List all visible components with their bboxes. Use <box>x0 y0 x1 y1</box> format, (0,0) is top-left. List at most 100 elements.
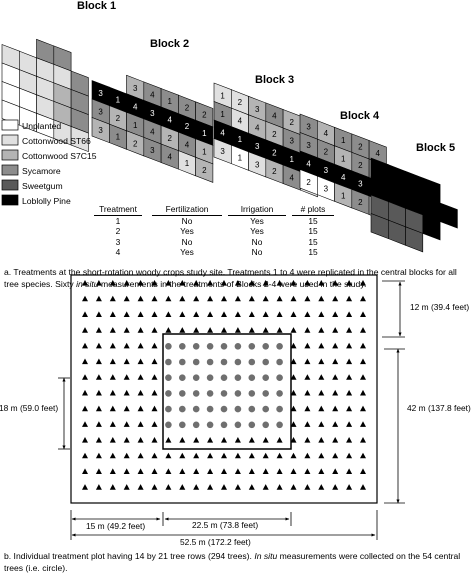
tree-triangle <box>137 389 144 396</box>
tree-triangle <box>332 342 339 349</box>
tree-triangle <box>151 358 158 365</box>
measured-tree-circle <box>262 358 270 366</box>
measured-tree-circle <box>276 421 283 429</box>
caption-b-text: b. Individual treatment plot having 14 b… <box>4 551 255 561</box>
tree-triangle <box>332 437 339 443</box>
tree-triangle <box>179 437 186 443</box>
tree-triangle <box>193 452 200 459</box>
table-cell: 1 <box>115 216 121 227</box>
plot-cell <box>405 226 424 253</box>
plot-number: 3 <box>150 109 155 118</box>
tree-triangle <box>234 452 241 459</box>
plot-number: 4 <box>306 160 311 169</box>
legend-swatch-cottonwood-s7c15 <box>1 149 19 161</box>
plot-number: 1 <box>202 147 207 156</box>
measured-tree-circle <box>192 421 200 429</box>
measured-tree-circle <box>248 390 256 397</box>
table-col-treatment: Treatment 1 2 3 4 <box>94 204 142 257</box>
tree-triangle <box>234 327 241 333</box>
tree-triangle <box>318 437 325 443</box>
tree-triangle <box>151 421 158 427</box>
tree-triangle <box>221 311 227 317</box>
tree-triangle <box>234 280 241 286</box>
table-cell: No <box>251 236 263 247</box>
table-cell: No <box>181 216 193 227</box>
tree-triangle <box>360 374 366 380</box>
tree-triangle <box>151 437 158 443</box>
tree-triangle <box>151 327 158 333</box>
tree-triangle <box>346 295 353 302</box>
tree-triangle <box>123 374 130 380</box>
measured-tree-circle <box>206 343 214 350</box>
tree-triangle <box>360 468 366 474</box>
tree-triangle <box>332 405 339 412</box>
tree-triangle <box>95 452 102 459</box>
measured-tree-circle <box>276 358 283 366</box>
dimension-lines <box>58 280 405 540</box>
measured-tree-circle <box>220 421 228 429</box>
tree-triangle <box>290 342 297 349</box>
tree-triangle <box>262 311 269 317</box>
tree-triangle <box>95 405 102 412</box>
dim-label-top-right: 12 m (39.4 feet) <box>410 302 469 312</box>
tree-triangle <box>82 358 88 365</box>
measured-tree-circle <box>276 390 283 397</box>
tree-triangle <box>346 327 353 333</box>
plot-number: 1 <box>220 110 225 119</box>
tree-triangle <box>332 358 339 365</box>
block-label-3: Block 3 <box>255 74 294 86</box>
table-header: Fertilization <box>152 204 222 217</box>
tree-triangle <box>332 295 339 302</box>
tree-triangle <box>360 327 366 333</box>
table-cell: Yes <box>180 246 194 257</box>
tree-triangle <box>346 437 353 443</box>
measured-tree-circle <box>262 421 270 429</box>
tree-triangle <box>248 452 255 459</box>
tree-triangle <box>290 468 297 474</box>
tree-triangle <box>151 405 158 412</box>
tree-triangle <box>248 295 255 302</box>
measured-tree-circle <box>234 358 242 366</box>
measured-tree-circle <box>165 343 172 350</box>
tree-triangle <box>304 295 311 302</box>
tree-triangle <box>248 311 255 317</box>
tree-triangle <box>151 468 158 474</box>
plot-number: 2 <box>272 167 277 176</box>
tree-triangle <box>137 280 144 286</box>
caption-b: b. Individual treatment plot having 14 b… <box>4 550 470 574</box>
table-cell: 15 <box>308 246 318 257</box>
plot-number: 3 <box>255 160 260 169</box>
tree-triangle <box>332 327 339 333</box>
tree-triangle <box>151 280 158 286</box>
block-5-grid <box>370 157 458 253</box>
tree-triangle <box>95 484 102 490</box>
tree-triangle <box>109 327 116 333</box>
tree-triangle <box>193 295 200 302</box>
tree-triangle <box>318 295 325 302</box>
tree-triangle <box>276 468 283 474</box>
tree-triangle <box>360 280 366 286</box>
tree-triangle <box>346 280 353 286</box>
plot-number: 2 <box>289 118 294 127</box>
plot-number: 3 <box>255 142 260 151</box>
tree-triangle <box>109 389 116 396</box>
block-label-4: Block 4 <box>340 110 380 122</box>
tree-triangle <box>179 452 186 459</box>
plot-number: 4 <box>133 102 138 111</box>
tree-triangle <box>109 358 116 365</box>
plot-number: 2 <box>272 149 277 158</box>
measured-tree-circle <box>220 390 228 397</box>
plot-number: 2 <box>272 130 277 139</box>
plot-number: 4 <box>238 117 243 126</box>
plot-number: 3 <box>324 166 329 175</box>
tree-triangle <box>234 295 241 302</box>
tree-triangle <box>318 452 325 459</box>
legend-label-unplanted: Unplanted <box>22 121 61 131</box>
measured-tree-circle <box>220 405 228 413</box>
table-cell: 15 <box>308 216 318 227</box>
measured-tree-circle <box>206 374 214 382</box>
tree-triangle <box>179 327 186 333</box>
tree-triangle <box>207 468 214 474</box>
treatment-plot <box>70 274 378 504</box>
tree-triangle <box>123 311 130 317</box>
